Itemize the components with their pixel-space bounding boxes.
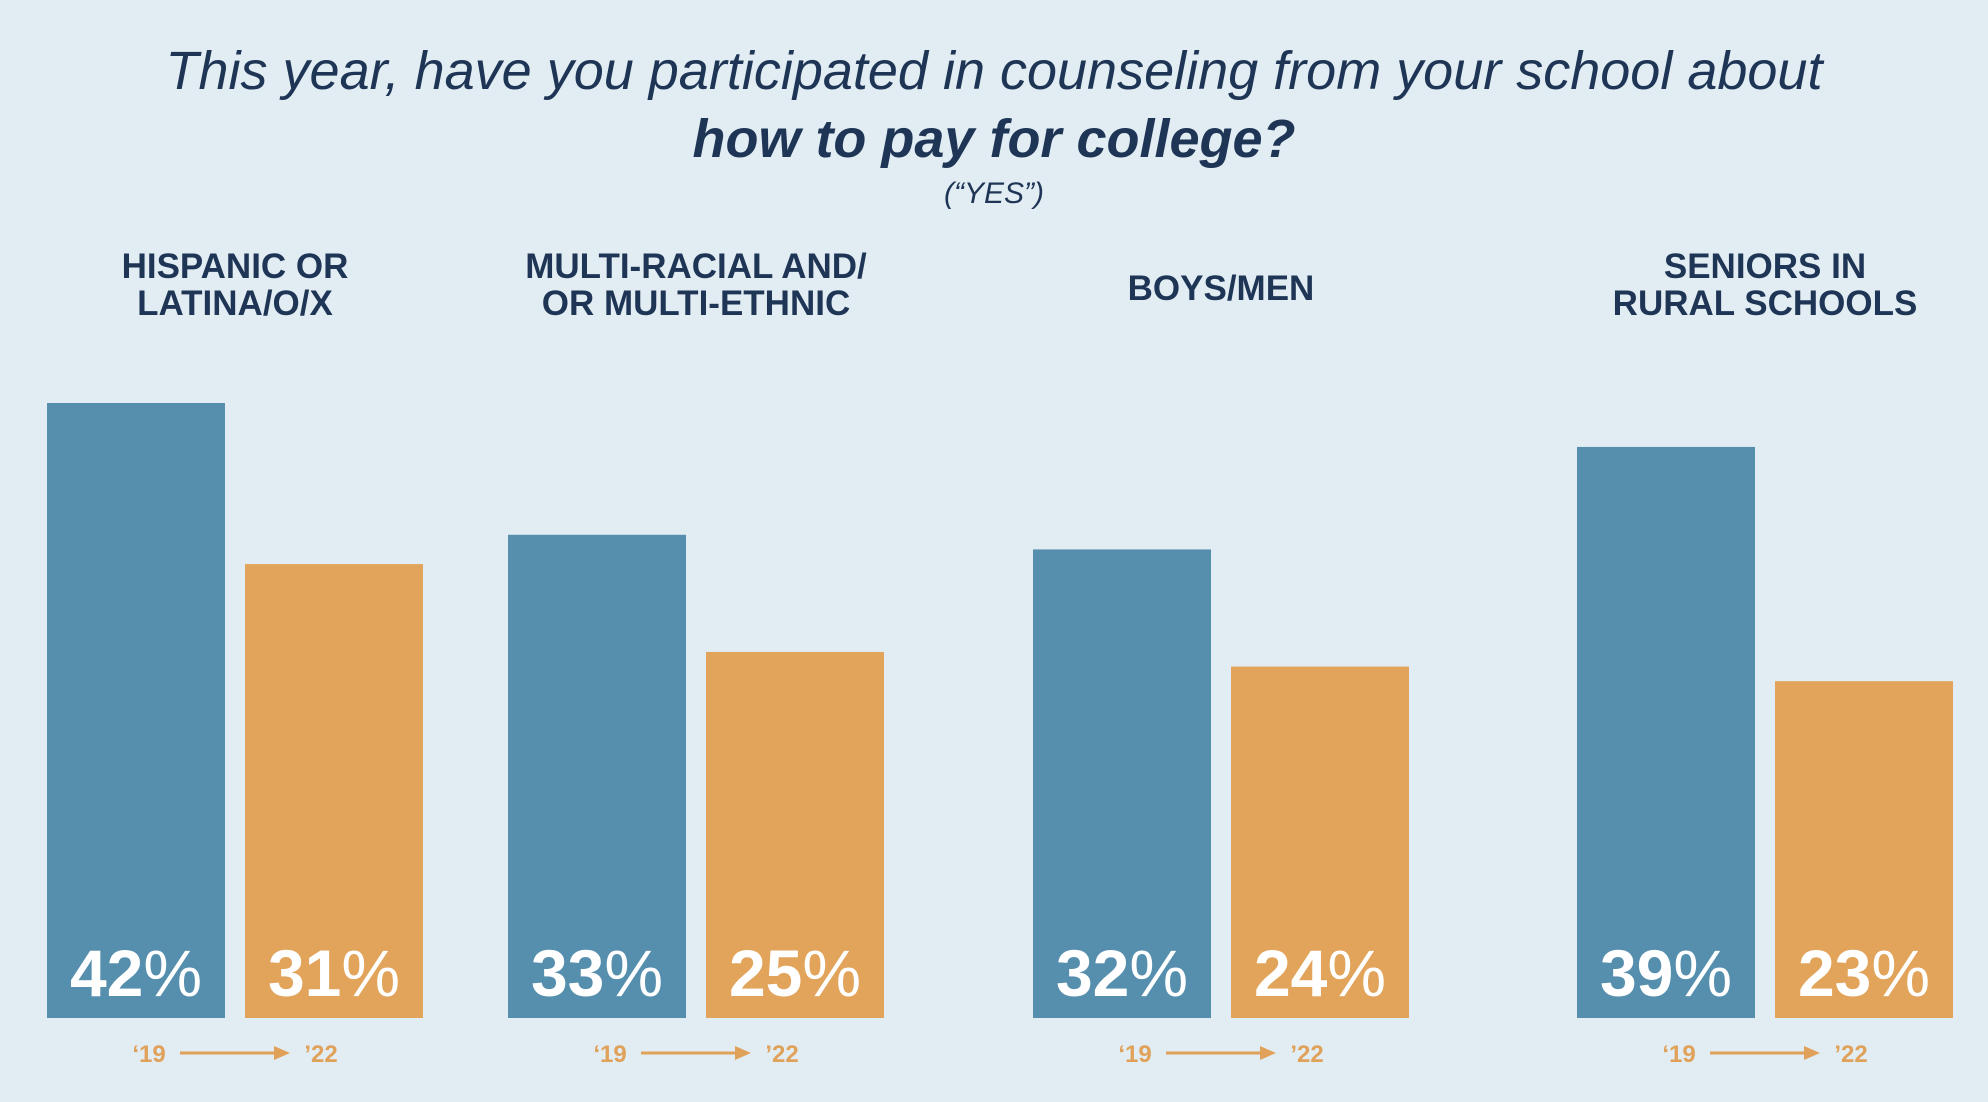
arrow-icon (1260, 1046, 1276, 1060)
category-label-line: BOYS/MEN (1128, 269, 1315, 308)
category-label-line: HISPANIC OR (122, 247, 349, 286)
data-label: 23% (1798, 936, 1930, 1010)
year-label-2022: ’22 (1290, 1041, 1323, 1068)
data-label-value: 39 (1600, 936, 1673, 1010)
year-label-2019: ‘19 (1118, 1041, 1151, 1068)
category-label: HISPANIC OR LATINA/O/X (122, 247, 349, 323)
data-label: 42% (70, 936, 202, 1010)
data-label: 32% (1056, 936, 1188, 1010)
bar-2019 (508, 534, 686, 1018)
data-label: 39% (1600, 936, 1732, 1010)
category-label: BOYS/MEN (1128, 269, 1315, 308)
data-label-percent: % (1673, 936, 1732, 1010)
category-label-line: RURAL SCHOOLS (1613, 284, 1918, 323)
data-label-value: 31 (268, 936, 341, 1010)
category-label: SENIORS IN RURAL SCHOOLS (1613, 247, 1918, 323)
category-label-line: LATINA/O/X (137, 284, 333, 323)
bar-2022 (1231, 666, 1409, 1018)
category-label-line: SENIORS IN (1664, 247, 1866, 286)
chart-title: This year, have you participated in coun… (165, 41, 1823, 101)
category-label-line: OR MULTI-ETHNIC (542, 284, 850, 323)
data-label-value: 32 (1056, 936, 1129, 1010)
data-label-value: 33 (531, 936, 604, 1010)
data-label-percent: % (341, 936, 400, 1010)
data-label-percent: % (604, 936, 663, 1010)
year-label-2019: ‘19 (132, 1041, 165, 1068)
year-label-2022: ’22 (1834, 1041, 1867, 1068)
arrow-icon (1804, 1046, 1820, 1060)
year-label-2019: ‘19 (1662, 1041, 1695, 1068)
data-label-percent: % (802, 936, 861, 1010)
category-label: MULTI-RACIAL AND/OR MULTI-ETHNIC (525, 247, 867, 323)
data-label: 33% (531, 936, 663, 1010)
chart-subtitle: (“YES”) (944, 177, 1044, 210)
bar-2022 (706, 651, 884, 1018)
bar-2022 (1775, 681, 1953, 1018)
year-label-2022: ’22 (304, 1041, 337, 1068)
data-label-value: 23 (1798, 936, 1871, 1010)
data-label-percent: % (1327, 936, 1386, 1010)
year-label-2022: ’22 (765, 1041, 798, 1068)
arrow-icon (274, 1046, 290, 1060)
chart-title-block: This year, have you participated in coun… (0, 36, 1988, 216)
data-label-percent: % (1129, 936, 1188, 1010)
data-label-value: 24 (1254, 936, 1328, 1010)
data-label: 31% (268, 936, 400, 1010)
data-label-value: 25 (729, 936, 802, 1010)
data-label: 25% (729, 936, 861, 1010)
bar-2019 (1577, 446, 1755, 1018)
data-label: 24% (1254, 936, 1386, 1010)
data-label-percent: % (1871, 936, 1930, 1010)
year-label-2019: ‘19 (593, 1041, 626, 1068)
bar-2019 (47, 403, 225, 1018)
arrow-icon (735, 1046, 751, 1060)
chart-title-emphasis: how to pay for college? (692, 109, 1296, 169)
data-label-value: 42 (70, 936, 143, 1010)
bar-2019 (1033, 549, 1211, 1018)
bar-2022 (245, 564, 423, 1018)
data-label-percent: % (143, 936, 202, 1010)
category-label-line: MULTI-RACIAL AND/ (525, 247, 867, 286)
